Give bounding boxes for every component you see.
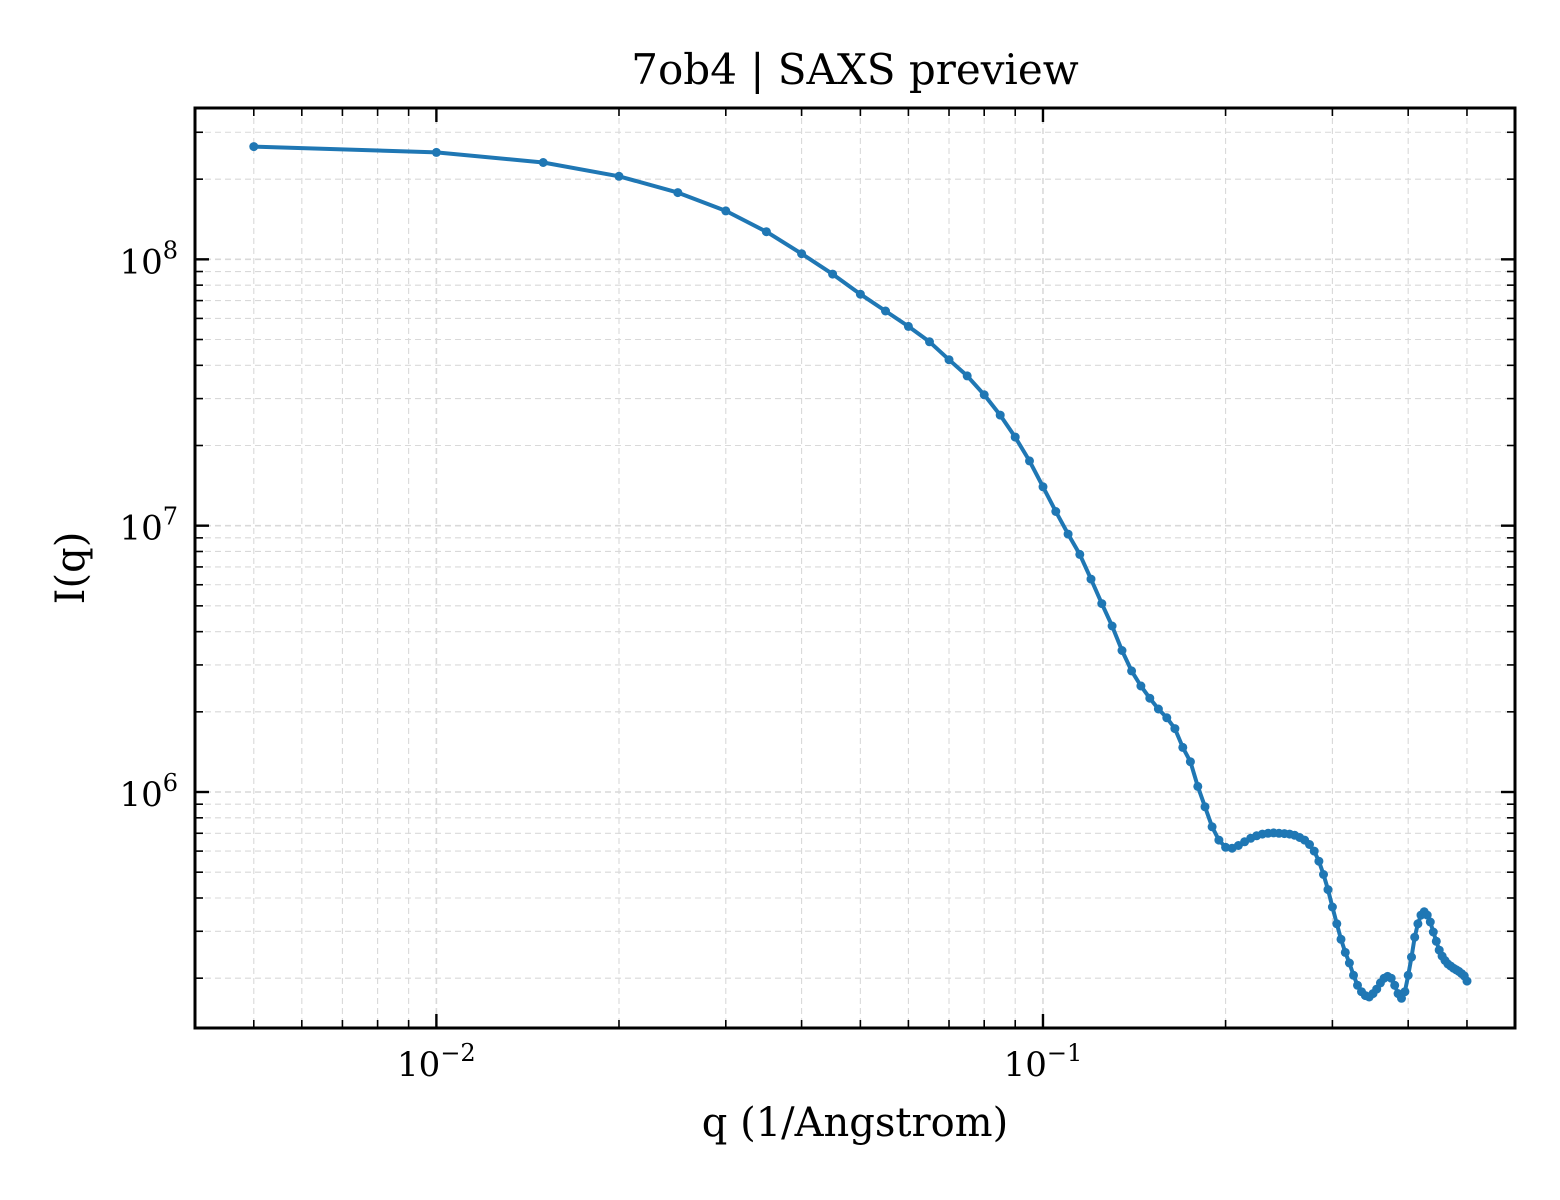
data-point — [1327, 902, 1337, 912]
grid-lines — [194, 108, 1515, 1028]
data-point — [1462, 976, 1472, 986]
x-axis-label: q (1/Angstrom) — [702, 1100, 1008, 1146]
chart-title: 7ob4 | SAXS preview — [631, 45, 1078, 94]
data-point — [1332, 919, 1342, 929]
data-point — [1162, 713, 1172, 723]
data-point — [1107, 621, 1117, 631]
data-point — [1075, 549, 1085, 559]
data-point — [1193, 781, 1203, 791]
data-point — [1314, 856, 1324, 866]
data-point — [1153, 704, 1163, 714]
data-point — [1145, 693, 1155, 703]
data-point — [431, 147, 441, 157]
data-point — [1323, 885, 1333, 895]
y-axis-label: I(q) — [48, 532, 94, 605]
data-point — [903, 321, 913, 331]
data-point — [1428, 927, 1438, 937]
data-point — [1025, 456, 1034, 466]
data-point — [1086, 574, 1096, 584]
data-point — [962, 371, 972, 381]
data-point — [979, 390, 989, 400]
data-point — [1038, 482, 1048, 492]
data-point — [1400, 987, 1410, 997]
y-tick-base: 10 — [119, 242, 162, 282]
data-point — [1349, 970, 1358, 980]
data-point — [1425, 917, 1435, 927]
data-point — [1170, 724, 1180, 734]
data-point — [1136, 681, 1146, 691]
data-point — [1410, 932, 1420, 942]
plot-frame — [193, 106, 1517, 1030]
data-point — [828, 269, 838, 279]
data-point — [1010, 432, 1020, 442]
data-point — [1319, 870, 1328, 879]
y-tick-label: 107 — [119, 503, 178, 549]
x-tick-exponent: −2 — [440, 1039, 475, 1067]
data-point — [1214, 835, 1224, 845]
data-point — [673, 188, 683, 198]
y-tick-base: 10 — [119, 775, 162, 815]
y-tick-label: 108 — [119, 236, 178, 282]
data-point — [925, 337, 934, 347]
data-point — [855, 289, 865, 299]
data-point — [1390, 980, 1400, 990]
y-tick-base: 10 — [119, 509, 162, 549]
data-point — [797, 249, 807, 259]
data-point — [1340, 947, 1350, 957]
data-point — [944, 355, 954, 365]
data-point — [1336, 934, 1346, 944]
data-point — [1097, 599, 1107, 609]
data-point — [1309, 846, 1319, 856]
data-series — [249, 142, 1472, 1003]
y-tick-exponent: 6 — [163, 769, 178, 797]
data-point — [1200, 802, 1210, 812]
x-tick-base: 10 — [397, 1045, 440, 1085]
major-ticks — [195, 108, 1515, 1028]
data-point — [1051, 507, 1061, 516]
data-point — [1422, 910, 1432, 920]
data-point — [995, 410, 1005, 420]
data-point — [1353, 980, 1362, 990]
data-point — [1305, 840, 1314, 849]
data-point — [1403, 970, 1413, 980]
data-point — [1127, 666, 1137, 676]
data-point — [1207, 822, 1217, 832]
data-point — [1413, 919, 1423, 929]
data-point — [721, 206, 731, 216]
data-point — [1063, 529, 1073, 539]
y-tick-exponent: 7 — [163, 503, 178, 531]
data-point — [249, 142, 259, 152]
data-point — [1185, 757, 1195, 767]
data-point — [1386, 973, 1396, 983]
y-tick-exponent: 8 — [163, 236, 178, 264]
data-point — [1344, 958, 1354, 968]
data-point — [538, 158, 548, 167]
y-tick-label: 106 — [119, 769, 178, 815]
data-point — [1117, 646, 1127, 655]
x-tick-label: 10−2 — [397, 1039, 476, 1085]
data-point — [1431, 936, 1441, 946]
x-tick-base: 10 — [1004, 1045, 1047, 1085]
x-tick-label: 10−1 — [1004, 1039, 1083, 1085]
data-point — [761, 227, 771, 237]
data-point — [881, 306, 890, 316]
x-tick-exponent: −1 — [1047, 1039, 1082, 1067]
data-point — [1407, 952, 1416, 962]
data-point — [614, 171, 624, 181]
data-point — [1178, 742, 1188, 752]
